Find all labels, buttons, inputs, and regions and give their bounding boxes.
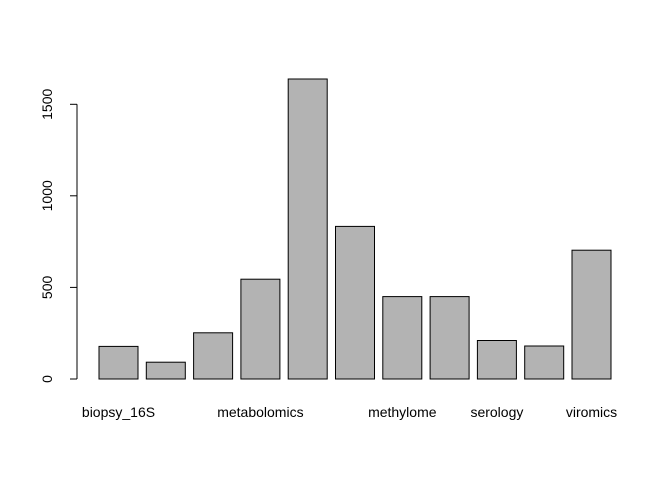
- x-tick-label: metabolomics: [217, 404, 303, 420]
- y-tick-label: 1500: [39, 89, 55, 120]
- bar: [335, 225, 375, 380]
- bar: [571, 249, 612, 380]
- x-tick-label: viromics: [566, 404, 617, 420]
- x-tick-label: biopsy_16S: [82, 404, 155, 420]
- bar: [240, 278, 281, 380]
- bar: [287, 78, 328, 380]
- bars-group: [98, 78, 612, 380]
- bar: [476, 340, 517, 380]
- bar: [382, 296, 423, 380]
- y-tick-label: 500: [39, 276, 55, 300]
- bar: [98, 345, 139, 380]
- bar: [193, 332, 234, 380]
- bar: [145, 361, 186, 380]
- y-tick-label: 0: [39, 375, 55, 383]
- y-axis: 0 500 1000 1500: [39, 89, 78, 383]
- bar: [429, 296, 470, 380]
- x-tick-label: serology: [470, 404, 523, 420]
- bar: [524, 345, 565, 380]
- y-tick-label: 1000: [39, 180, 55, 211]
- x-axis-labels: biopsy_16S metabolomics methylome serology v…: [82, 404, 617, 420]
- x-tick-label: methylome: [368, 404, 437, 420]
